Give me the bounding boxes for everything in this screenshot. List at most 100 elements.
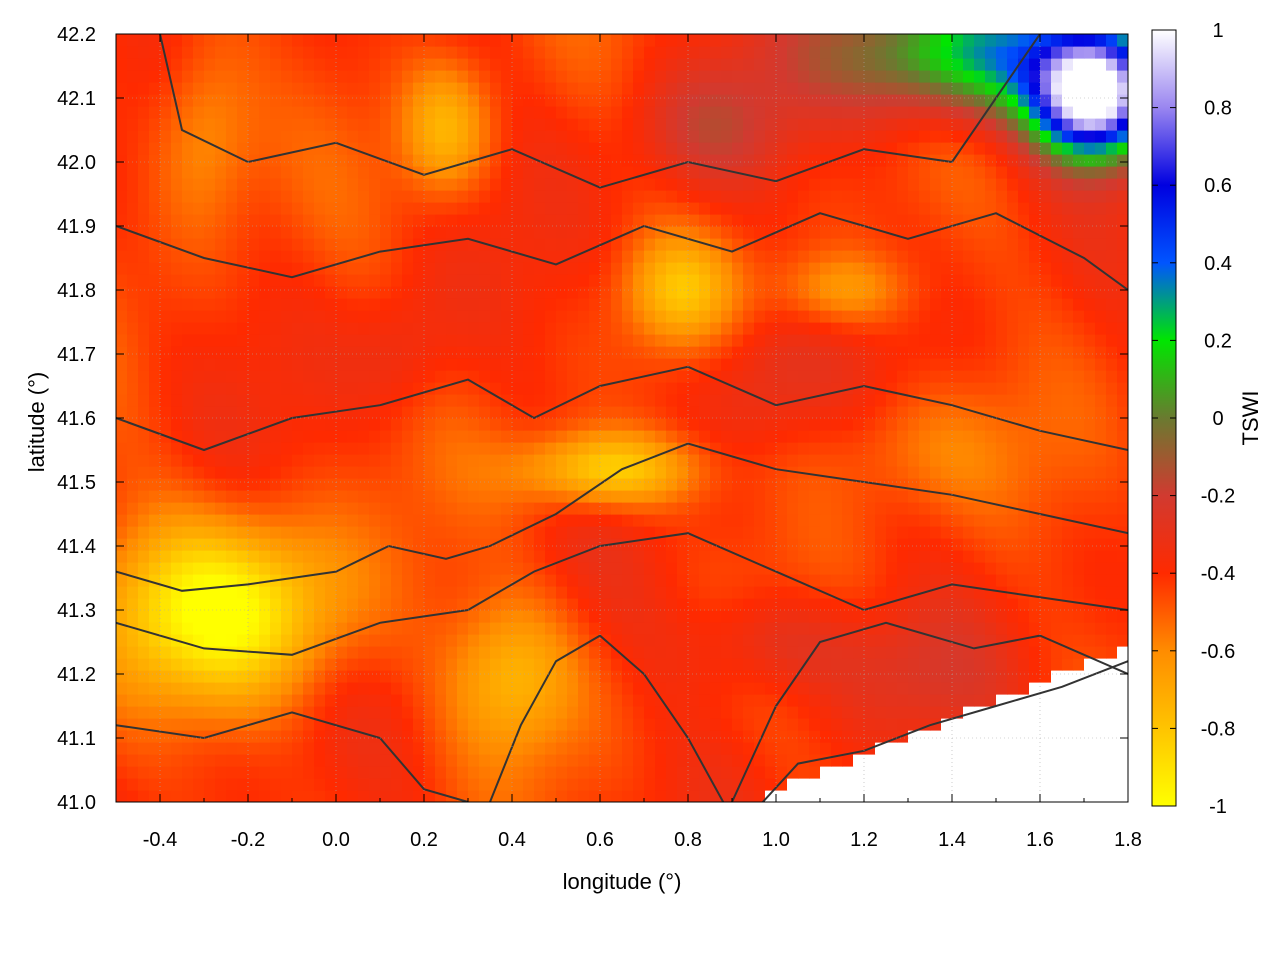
heat-cell — [490, 334, 502, 347]
heat-cell — [1029, 778, 1041, 791]
heat-cell — [919, 754, 931, 767]
heat-cell — [204, 250, 216, 263]
heat-cell — [732, 538, 744, 551]
heat-cell — [787, 634, 799, 647]
heat-cell — [798, 274, 810, 287]
heat-cell — [402, 166, 414, 179]
heat-cell — [633, 766, 645, 779]
heat-cell — [281, 454, 293, 467]
heat-cell — [490, 574, 502, 587]
heat-cell — [1051, 730, 1063, 743]
heat-cell — [732, 598, 744, 611]
heat-cell — [974, 358, 986, 371]
heat-cell — [600, 550, 612, 563]
heat-cell — [292, 490, 304, 503]
heat-cell — [1117, 694, 1128, 707]
heat-cell — [127, 610, 139, 623]
heat-cell — [875, 682, 887, 695]
heat-cell — [1095, 466, 1107, 479]
heat-cell — [853, 310, 865, 323]
heat-cell — [1106, 622, 1118, 635]
heat-cell — [952, 562, 964, 575]
heat-cell — [776, 490, 788, 503]
heat-cell — [952, 754, 964, 767]
heat-cell — [160, 478, 172, 491]
heat-cell — [1029, 574, 1041, 587]
heat-cell — [864, 778, 876, 791]
heat-cell — [182, 742, 194, 755]
heat-cell — [1029, 658, 1041, 671]
heat-cell — [248, 730, 260, 743]
heat-cell — [600, 358, 612, 371]
heat-cell — [127, 742, 139, 755]
heat-cell — [270, 670, 282, 683]
heat-cell — [424, 766, 436, 779]
heat-cell — [193, 298, 205, 311]
heat-cell — [248, 238, 260, 251]
heat-cell — [182, 346, 194, 359]
heat-cell — [1062, 694, 1074, 707]
heat-cell — [842, 526, 854, 539]
heat-cell — [116, 754, 128, 767]
heat-cell — [270, 190, 282, 203]
heat-cell — [963, 694, 975, 707]
heat-cell — [985, 502, 997, 515]
heat-cell — [468, 694, 480, 707]
heat-cell — [204, 622, 216, 635]
heat-cell — [149, 622, 161, 635]
heat-cell — [666, 178, 678, 191]
heat-cell — [479, 394, 491, 407]
heat-cell — [578, 154, 590, 167]
heat-cell — [1084, 490, 1096, 503]
heat-cell — [589, 562, 601, 575]
heat-cell — [314, 370, 326, 383]
heat-cell — [1018, 514, 1030, 527]
heat-cell — [908, 178, 920, 191]
heat-cell — [1040, 514, 1052, 527]
heat-cell — [435, 634, 447, 647]
heat-cell — [369, 754, 381, 767]
heat-cell — [358, 730, 370, 743]
heat-cell — [765, 634, 777, 647]
heat-cell — [1073, 562, 1085, 575]
heat-cell — [611, 418, 623, 431]
heat-cell — [160, 766, 172, 779]
heat-cell — [765, 370, 777, 383]
heat-cell — [996, 658, 1008, 671]
heat-cell — [534, 622, 546, 635]
heat-cell — [897, 286, 909, 299]
heat-cell — [853, 538, 865, 551]
heat-cell — [765, 442, 777, 455]
heat-cell — [952, 298, 964, 311]
heat-cell — [743, 370, 755, 383]
heat-cell — [600, 670, 612, 683]
heat-cell — [303, 190, 315, 203]
heat-cell — [358, 790, 370, 802]
heat-cell — [699, 670, 711, 683]
heat-cell — [204, 538, 216, 551]
heat-cell — [853, 502, 865, 515]
heat-cell — [424, 790, 436, 802]
heat-cell — [655, 742, 667, 755]
heat-cell — [380, 646, 392, 659]
heat-cell — [446, 598, 458, 611]
heat-cell — [457, 226, 469, 239]
heat-cell — [545, 358, 557, 371]
heat-cell — [1007, 226, 1019, 239]
heat-cell — [842, 298, 854, 311]
heat-cell — [457, 586, 469, 599]
heat-cell — [336, 490, 348, 503]
heat-cell — [402, 766, 414, 779]
heat-cell — [1040, 190, 1052, 203]
heat-cell — [589, 286, 601, 299]
heat-cell — [1117, 490, 1128, 503]
heat-cell — [358, 706, 370, 719]
heat-cell — [193, 310, 205, 323]
heat-cell — [446, 430, 458, 443]
heat-cell — [1018, 166, 1030, 179]
heat-cell — [215, 442, 227, 455]
heat-cell — [688, 418, 700, 431]
heat-cell — [611, 586, 623, 599]
heat-cell — [963, 226, 975, 239]
heat-cell — [259, 142, 271, 155]
